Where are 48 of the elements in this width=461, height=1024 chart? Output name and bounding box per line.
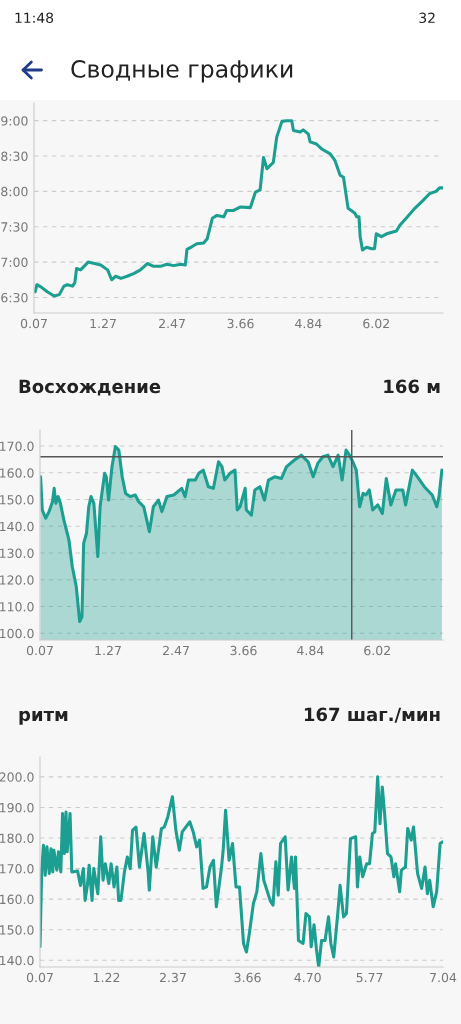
x-tick-label: 3.66 — [234, 972, 261, 983]
y-tick-label: 200.0 — [0, 772, 34, 782]
x-tick-label: 2.37 — [159, 972, 186, 983]
x-tick-label: 7.04 — [430, 972, 457, 983]
y-tick-label: 7:30 — [1, 222, 28, 232]
y-tick-label: 150.0 — [0, 495, 34, 505]
x-tick-label: 4.84 — [297, 645, 324, 656]
x-tick-label: 3.66 — [230, 645, 257, 656]
y-tick-label: 8:00 — [1, 186, 28, 197]
y-tick-label: 140.0 — [0, 521, 34, 532]
y-tick-label: 100.0 — [0, 628, 34, 639]
y-tick-label: 190.0 — [0, 802, 34, 813]
y-tick-label: 7:00 — [1, 257, 28, 268]
y-tick-label: 150.0 — [0, 925, 34, 935]
x-tick-label: 1.27 — [90, 318, 116, 329]
text: 167 шаг./мин — [304, 707, 440, 723]
y-tick-label: 110.0 — [0, 602, 34, 612]
line-series — [34, 119, 443, 298]
x-tick-label: 1.27 — [95, 645, 121, 656]
x-tick-label: 0.07 — [26, 972, 53, 983]
x-tick-label: 6.02 — [363, 318, 389, 329]
y-tick-label: 130.0 — [0, 548, 34, 558]
x-tick-label: 6.02 — [364, 645, 390, 656]
chart-title: Восхождение — [19, 379, 161, 396]
y-tick-label: 9:00 — [1, 116, 28, 126]
y-tick-label: 170.0 — [0, 441, 34, 451]
x-tick-label: 1.22 — [93, 972, 120, 983]
x-tick-label: 2.47 — [159, 318, 185, 329]
text: 166 м — [384, 379, 440, 394]
x-tick-label: 4.84 — [295, 318, 322, 329]
x-tick-label: 2.47 — [163, 645, 189, 656]
text: 32 — [419, 12, 435, 24]
y-tick-label: 140.0 — [0, 955, 34, 966]
x-tick-label: 0.07 — [26, 645, 53, 656]
y-tick-label: 8:30 — [1, 151, 28, 161]
x-tick-label: 0.07 — [20, 318, 47, 329]
y-tick-label: 6:30 — [1, 292, 28, 303]
y-tick-label: 170.0 — [0, 864, 34, 874]
y-tick-label: 120.0 — [0, 575, 34, 585]
chart-title: ритм — [19, 710, 68, 725]
x-tick-label: 5.77 — [356, 972, 383, 983]
text: 11:48 — [15, 12, 54, 24]
y-tick-label: 180.0 — [0, 833, 34, 843]
y-tick-label: 160.0 — [0, 468, 34, 478]
x-tick-label: 4.70 — [294, 972, 321, 983]
chart-title: Сводные графики — [71, 59, 293, 83]
y-tick-label: 160.0 — [0, 894, 34, 905]
x-tick-label: 3.66 — [227, 318, 254, 329]
